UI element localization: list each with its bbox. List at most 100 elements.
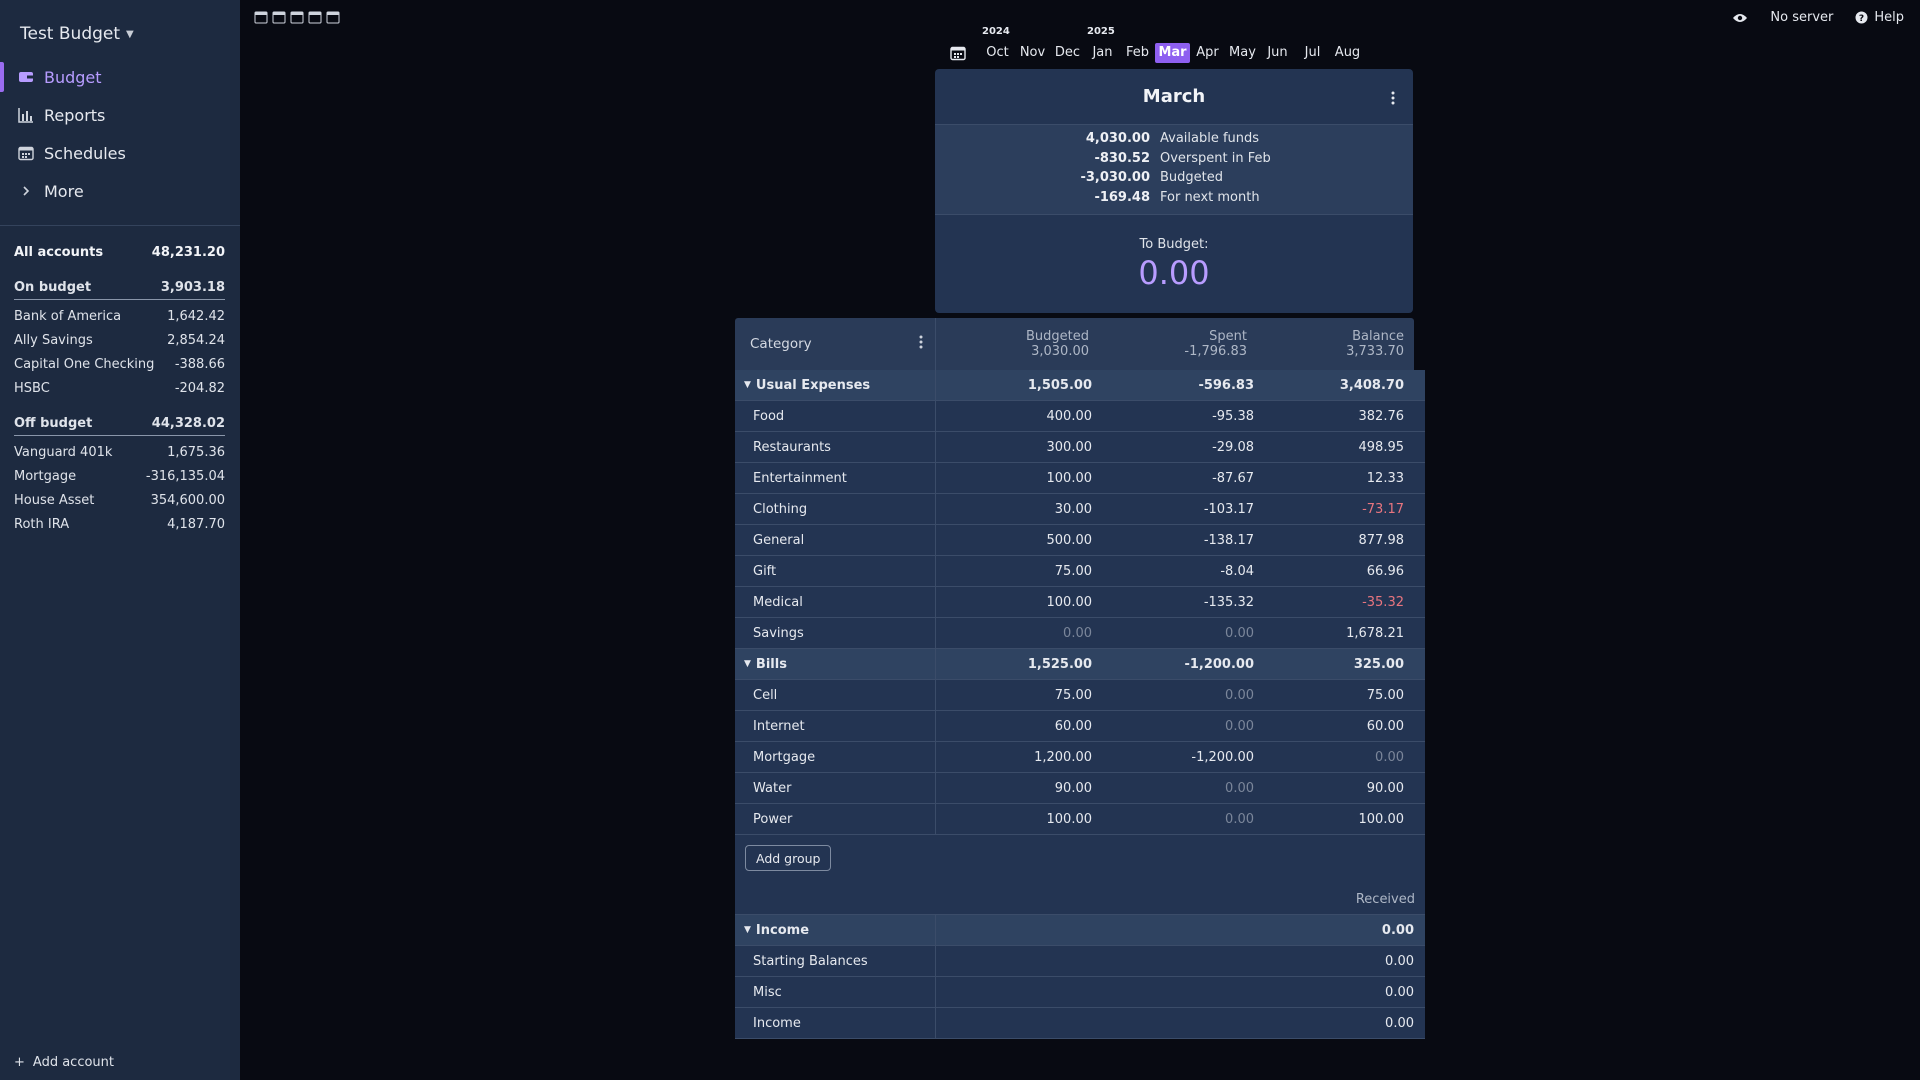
month-jan[interactable]: Jan xyxy=(1092,45,1113,60)
month-aug[interactable]: Aug xyxy=(1334,45,1361,60)
category-name[interactable]: Cell xyxy=(735,680,936,710)
spent-value[interactable]: 0.00 xyxy=(1225,687,1254,703)
budgeted-input[interactable]: 500.00 xyxy=(1046,532,1093,548)
account-row[interactable]: House Asset 354,600.00 xyxy=(14,488,225,512)
calendar-icon[interactable] xyxy=(290,10,304,24)
budgeted-input[interactable]: 0.00 xyxy=(1063,625,1092,641)
kebab-menu-icon[interactable] xyxy=(1391,89,1395,110)
spent-value[interactable]: -87.67 xyxy=(1212,470,1254,486)
spent-value[interactable]: -135.32 xyxy=(1203,594,1254,610)
category-name[interactable]: Power xyxy=(735,804,936,834)
spent-value[interactable]: -29.08 xyxy=(1212,439,1254,455)
month-mar[interactable]: Mar xyxy=(1155,43,1190,63)
month-apr[interactable]: Apr xyxy=(1196,45,1219,60)
calendar-icon[interactable] xyxy=(326,10,340,24)
server-status[interactable]: No server xyxy=(1770,10,1833,25)
budgeted-input[interactable]: 100.00 xyxy=(1046,470,1093,486)
category-name[interactable]: Food xyxy=(735,401,936,431)
account-row[interactable]: Mortgage -316,135.04 xyxy=(14,464,225,488)
category-name[interactable]: Gift xyxy=(735,556,936,586)
calendar-icon[interactable] xyxy=(308,10,322,24)
category-name[interactable]: General xyxy=(735,525,936,555)
budget-name-menu[interactable]: Test Budget ▼ xyxy=(20,24,134,44)
to-budget-value[interactable]: 0.00 xyxy=(1138,254,1210,292)
help-button[interactable]: ? Help xyxy=(1855,10,1904,25)
spent-value[interactable]: 0.00 xyxy=(1225,625,1254,641)
balance-value[interactable]: 100.00 xyxy=(1358,811,1405,827)
month-may[interactable]: May xyxy=(1229,45,1256,60)
budgeted-input[interactable]: 60.00 xyxy=(1054,718,1092,734)
month-dec[interactable]: Dec xyxy=(1054,45,1081,60)
group-name[interactable]: ▼ Income xyxy=(735,915,936,945)
collapse-triangle-icon[interactable]: ▼ xyxy=(744,659,751,669)
off-budget-row[interactable]: Off budget 44,328.02 xyxy=(14,412,225,436)
category-name[interactable]: Income xyxy=(735,1008,936,1038)
spent-value[interactable]: -103.17 xyxy=(1203,501,1254,517)
category-name[interactable]: Savings xyxy=(735,618,936,648)
budgeted-input[interactable]: 1,200.00 xyxy=(1034,749,1092,765)
spent-value[interactable]: -95.38 xyxy=(1212,408,1254,424)
category-name[interactable]: Starting Balances xyxy=(735,946,936,976)
balance-value[interactable]: 66.96 xyxy=(1366,563,1404,579)
balance-value[interactable]: -35.32 xyxy=(1362,594,1404,610)
received-value[interactable]: 0.00 xyxy=(1385,953,1414,969)
account-row[interactable]: HSBC -204.82 xyxy=(14,376,225,400)
month-nov[interactable]: Nov xyxy=(1019,45,1046,60)
month-feb[interactable]: Feb xyxy=(1125,45,1150,60)
group-name[interactable]: ▼ Bills xyxy=(735,649,936,679)
received-value[interactable]: 0.00 xyxy=(1385,984,1414,1000)
nav-item-budget[interactable]: Budget xyxy=(0,58,240,96)
balance-value[interactable]: 1,678.21 xyxy=(1346,625,1404,641)
category-name[interactable]: Medical xyxy=(735,587,936,617)
category-name[interactable]: Misc xyxy=(735,977,936,1007)
category-group-bills[interactable]: ▼ Bills 1,525.00 -1,200.00 325.00 xyxy=(735,649,1425,680)
add-account-button[interactable]: + Add account xyxy=(14,1055,114,1070)
balance-value[interactable]: 0.00 xyxy=(1375,749,1404,765)
nav-item-reports[interactable]: Reports xyxy=(0,96,240,134)
account-row[interactable]: Roth IRA 4,187.70 xyxy=(14,512,225,536)
account-row[interactable]: Ally Savings 2,854.24 xyxy=(14,328,225,352)
spent-value[interactable]: -8.04 xyxy=(1220,563,1254,579)
balance-value[interactable]: 877.98 xyxy=(1358,532,1405,548)
balance-value[interactable]: 12.33 xyxy=(1366,470,1404,486)
spent-value[interactable]: -138.17 xyxy=(1203,532,1254,548)
account-row[interactable]: Vanguard 401k 1,675.36 xyxy=(14,440,225,464)
balance-value[interactable]: -73.17 xyxy=(1362,501,1404,517)
calendar-icon[interactable] xyxy=(272,10,286,24)
account-row[interactable]: Bank of America 1,642.42 xyxy=(14,304,225,328)
budgeted-input[interactable]: 400.00 xyxy=(1046,408,1093,424)
received-value[interactable]: 0.00 xyxy=(1385,1015,1414,1031)
all-accounts-row[interactable]: All accounts 48,231.20 xyxy=(14,240,225,264)
budgeted-input[interactable]: 300.00 xyxy=(1046,439,1093,455)
balance-value[interactable]: 75.00 xyxy=(1366,687,1404,703)
calendar-icon[interactable] xyxy=(950,43,980,63)
group-name[interactable]: ▼ Usual Expenses xyxy=(735,370,936,400)
spent-value[interactable]: 0.00 xyxy=(1225,718,1254,734)
budgeted-input[interactable]: 30.00 xyxy=(1054,501,1092,517)
budgeted-input[interactable]: 100.00 xyxy=(1046,811,1093,827)
spent-value[interactable]: 0.00 xyxy=(1225,811,1254,827)
nav-item-more[interactable]: More xyxy=(0,172,240,210)
spent-value[interactable]: -1,200.00 xyxy=(1191,749,1254,765)
month-oct[interactable]: Oct xyxy=(986,45,1009,60)
balance-value[interactable]: 382.76 xyxy=(1358,408,1405,424)
category-name[interactable]: Restaurants xyxy=(735,432,936,462)
month-jul[interactable]: Jul xyxy=(1304,45,1321,60)
add-group-button[interactable]: Add group xyxy=(745,845,832,871)
account-row[interactable]: Capital One Checking -388.66 xyxy=(14,352,225,376)
category-group-usual-expenses[interactable]: ▼ Usual Expenses 1,505.00 -596.83 3,408.70 xyxy=(735,370,1425,401)
spent-value[interactable]: 0.00 xyxy=(1225,780,1254,796)
category-name[interactable]: Clothing xyxy=(735,494,936,524)
category-group-income[interactable]: ▼ Income 0.00 xyxy=(735,915,1425,946)
nav-item-schedules[interactable]: Schedules xyxy=(0,134,240,172)
privacy-toggle[interactable] xyxy=(1732,12,1748,24)
balance-value[interactable]: 498.95 xyxy=(1358,439,1405,455)
on-budget-row[interactable]: On budget 3,903.18 xyxy=(14,276,225,300)
collapse-triangle-icon[interactable]: ▼ xyxy=(744,380,751,390)
kebab-menu-icon[interactable] xyxy=(919,335,923,353)
budgeted-input[interactable]: 100.00 xyxy=(1046,594,1093,610)
balance-value[interactable]: 90.00 xyxy=(1366,780,1404,796)
balance-value[interactable]: 60.00 xyxy=(1366,718,1404,734)
collapse-triangle-icon[interactable]: ▼ xyxy=(744,925,751,935)
calendar-icon[interactable] xyxy=(254,10,268,24)
